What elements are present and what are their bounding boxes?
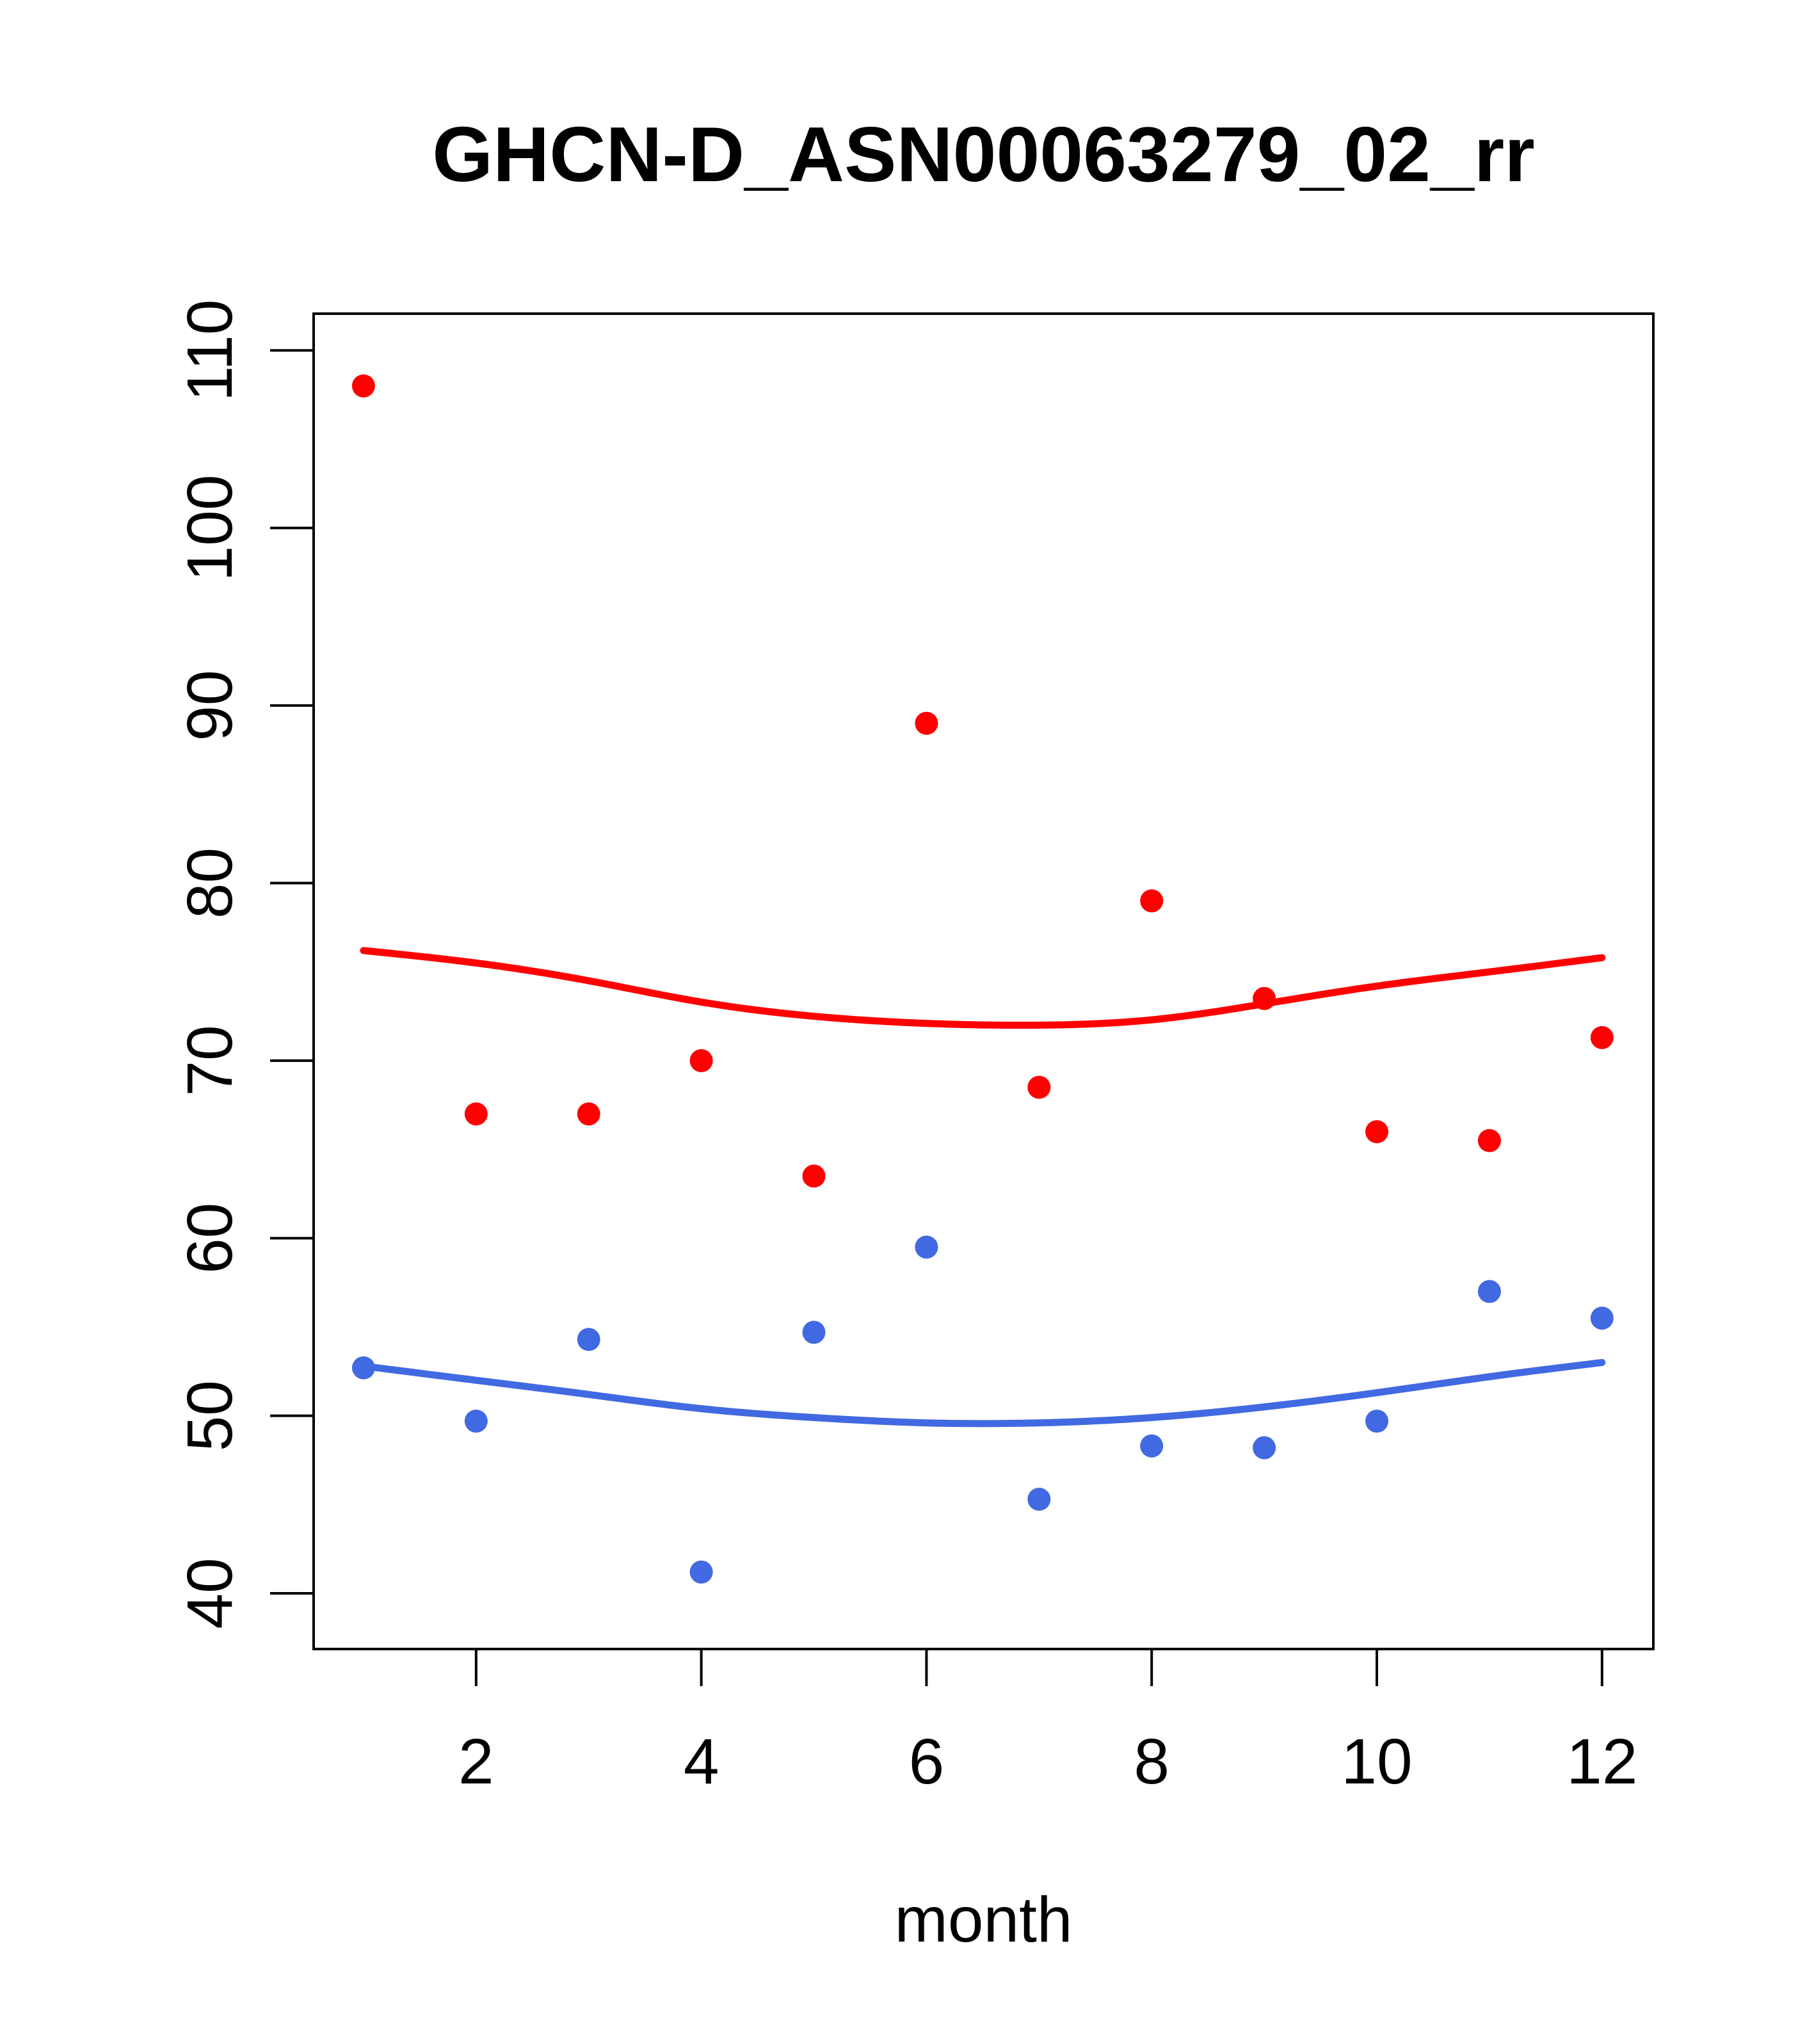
svg-text:70: 70 — [174, 1025, 246, 1096]
svg-text:50: 50 — [174, 1380, 246, 1451]
svg-text:12: 12 — [1566, 1726, 1637, 1798]
svg-text:10: 10 — [1341, 1726, 1412, 1798]
svg-text:GHCN-D_ASN00063279_02_rr: GHCN-D_ASN00063279_02_rr — [432, 111, 1535, 198]
svg-text:60: 60 — [174, 1203, 246, 1274]
svg-text:80: 80 — [174, 848, 246, 919]
svg-text:40: 40 — [174, 1557, 246, 1629]
svg-text:110: 110 — [174, 300, 246, 401]
svg-text:90: 90 — [174, 670, 246, 741]
svg-text:6: 6 — [909, 1726, 945, 1798]
svg-text:8: 8 — [1134, 1726, 1169, 1798]
svg-text:2: 2 — [458, 1726, 494, 1798]
svg-text:100: 100 — [174, 474, 246, 581]
svg-text:4: 4 — [684, 1726, 719, 1798]
svg-text:month: month — [895, 1884, 1073, 1956]
